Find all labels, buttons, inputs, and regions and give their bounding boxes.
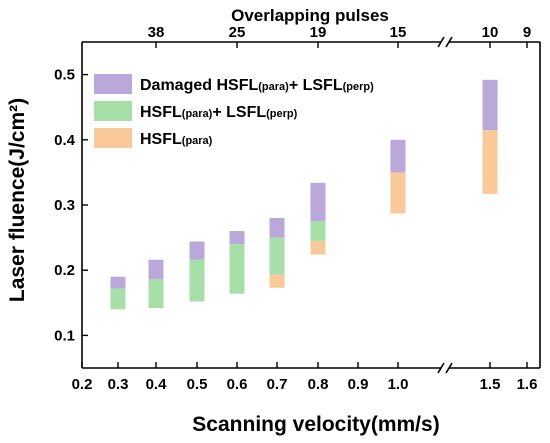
bar-damaged-0.3 (110, 276, 126, 289)
x-tick-label: 0.8 (308, 376, 329, 393)
bar-mixed-0.4 (148, 279, 164, 309)
axis-break-top-2 (445, 36, 453, 48)
top-tick-label: 15 (390, 24, 407, 41)
top-tick-label: 38 (148, 24, 165, 41)
axis-break-bottom-2 (445, 362, 453, 374)
bar-mixed-0.3 (110, 288, 126, 310)
bar-damaged-0.4 (148, 259, 164, 280)
bar-damaged-0.6 (229, 231, 245, 245)
bar-hsfl-1.5 (482, 130, 498, 194)
legend-label: HSFL(para)+ LSFL(perp) (140, 104, 298, 121)
bar-damaged-0.8 (310, 182, 326, 222)
legend-label: HSFL(para) (140, 131, 213, 148)
x-tick-label: 0.3 (108, 376, 129, 393)
x-tick-label: 0.9 (348, 376, 369, 393)
x-tick-label: 0.2 (72, 376, 93, 393)
x-tick-label: 0.6 (227, 376, 248, 393)
legend-label: Damaged HSFL(para)+ LSFL(perp) (140, 77, 374, 94)
bar-hsfl-1.0 (390, 172, 406, 214)
bar-mixed-0.5 (189, 259, 205, 302)
x-tick-label: 0.4 (146, 376, 168, 393)
bars-layer (110, 79, 498, 310)
bar-hsfl-0.7 (269, 274, 285, 288)
y-tick-label: 0.1 (54, 327, 75, 344)
plot-frame (81, 36, 541, 374)
y-tick-label: 0.5 (54, 67, 75, 84)
x-tick-label: 0.5 (187, 376, 208, 393)
bar-damaged-0.7 (269, 218, 285, 238)
legend-swatch (94, 128, 132, 148)
ticks-layer: 0.2 0.3 0.4 0.5 0.6 0.7 0.8 0.9 1.0 1.5 1.6 38 25 19 1… (54, 24, 537, 393)
x-tick-label: 1.6 (517, 376, 538, 393)
legend-swatch (94, 101, 132, 121)
y-tick-label: 0.3 (54, 197, 75, 214)
x-tick-label: 0.7 (267, 376, 288, 393)
top-axis-title: Overlapping pulses (231, 6, 389, 25)
bar-damaged-1.0 (390, 139, 406, 173)
bar-mixed-0.8 (310, 221, 326, 241)
bar-mixed-0.7 (269, 237, 285, 275)
axis-break-top-1 (437, 36, 445, 48)
bar-damaged-0.5 (189, 241, 205, 260)
y-tick-label: 0.2 (54, 262, 75, 279)
x-axis-title: Scanning velocity(mm/s) (192, 413, 439, 436)
top-tick-label: 10 (482, 24, 499, 41)
y-tick-label: 0.4 (54, 132, 76, 149)
x-tick-label: 1.5 (480, 376, 501, 393)
top-tick-label: 25 (229, 24, 246, 41)
legend-swatch (94, 74, 132, 94)
x-tick-label: 1.0 (388, 376, 409, 393)
y-axis-title: Laser fluence(J/cm²) (6, 98, 29, 302)
axis-break-bottom-1 (437, 362, 445, 374)
top-tick-label: 9 (523, 24, 531, 41)
top-tick-label: 19 (310, 24, 327, 41)
bar-damaged-1.5 (482, 79, 498, 131)
legend: Damaged HSFL(para)+ LSFL(perp) HSFL(para)… (94, 74, 374, 148)
bar-mixed-0.6 (229, 244, 245, 294)
bar-hsfl-0.8 (310, 240, 326, 255)
